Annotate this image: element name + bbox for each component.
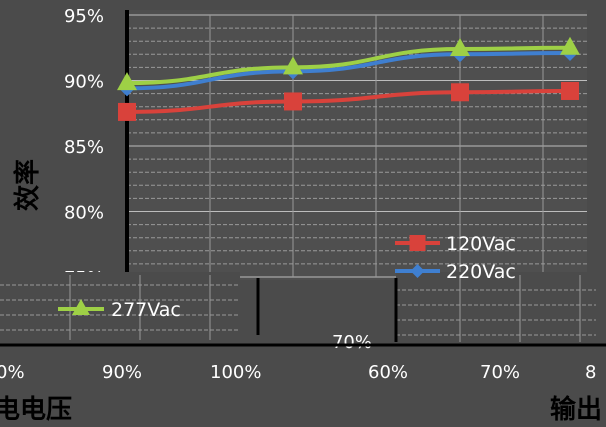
series-group xyxy=(117,36,580,121)
point-277Vac xyxy=(560,36,580,55)
point-120Vac xyxy=(284,92,302,111)
legend-label-120Vac: 120Vac xyxy=(446,233,516,255)
point-120Vac xyxy=(118,102,136,121)
legend: 120Vac 220Vac 277Vac xyxy=(58,233,516,321)
point-277Vac xyxy=(450,38,470,57)
point-277Vac xyxy=(283,56,303,75)
point-277Vac xyxy=(117,72,137,91)
x-axis-label-left: 电电压 xyxy=(0,395,72,425)
fragment-y-tick-70: 70% xyxy=(332,332,372,353)
x-tick-label: 8 xyxy=(585,362,596,383)
y-tick-label: 95% xyxy=(64,6,104,27)
x-axis-ticks: 0% 90% 100% 60% 70% 8 xyxy=(0,362,596,383)
series-line-277Vac xyxy=(126,45,571,86)
y-tick-label: 85% xyxy=(64,137,104,158)
legend-marker-120Vac xyxy=(409,235,426,251)
series-line-120Vac xyxy=(126,88,571,114)
series-line-220Vac xyxy=(126,50,571,91)
x-tick-label: 90% xyxy=(102,362,142,383)
legend-label-277Vac: 277Vac xyxy=(111,299,181,321)
x-tick-label: 0% xyxy=(0,362,25,383)
x-tick-label: 60% xyxy=(368,362,408,383)
plot-area xyxy=(127,10,587,280)
y-axis-label: 效率 xyxy=(12,159,43,211)
legend-marker-220Vac xyxy=(410,264,425,278)
x-tick-label: 70% xyxy=(480,362,520,383)
fragment-right-panel xyxy=(396,272,596,342)
x-axis-label-right: 输出 xyxy=(550,394,602,425)
fragment-right-grid xyxy=(396,275,596,342)
x-tick-label: 100% xyxy=(210,362,261,383)
y-tick-label: 90% xyxy=(64,72,104,93)
point-120Vac xyxy=(561,81,579,100)
legend-label-220Vac: 220Vac xyxy=(446,261,516,283)
legend-marker-277Vac xyxy=(72,299,90,315)
point-120Vac xyxy=(451,83,469,102)
fragment-left-grid xyxy=(0,275,240,340)
y-tick-label: 80% xyxy=(64,203,104,224)
